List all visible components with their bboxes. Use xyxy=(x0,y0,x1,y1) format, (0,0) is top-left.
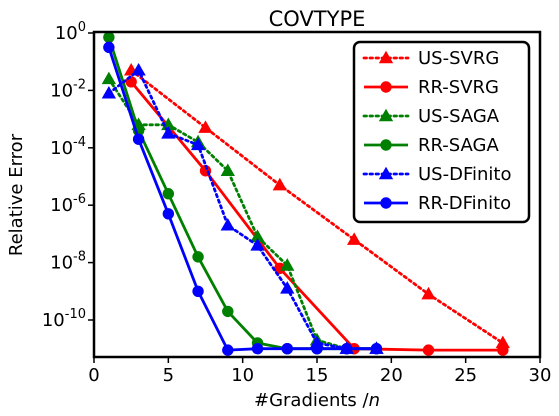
data-point xyxy=(421,286,436,300)
x-tick-label: 25 xyxy=(454,365,477,386)
legend-marker xyxy=(380,139,392,151)
data-point xyxy=(497,344,509,356)
y-tick-exponent: -6 xyxy=(73,192,86,207)
data-point xyxy=(220,163,235,176)
legend-label: RR-SAGA xyxy=(418,135,499,156)
series-line xyxy=(107,68,378,351)
series-line xyxy=(107,77,378,351)
x-axis-label-variable: n xyxy=(369,390,380,411)
data-point xyxy=(250,238,265,251)
data-point xyxy=(222,305,234,318)
legend-marker xyxy=(378,166,394,180)
series-rr-svrg xyxy=(125,76,509,356)
legend-marker xyxy=(380,197,392,209)
legend-entry-rr-dfinito: RR-DFinito xyxy=(364,193,511,214)
data-point xyxy=(347,232,362,245)
x-tick-label: 10 xyxy=(231,365,254,386)
data-point xyxy=(132,133,145,145)
legend-marker xyxy=(380,81,392,93)
data-point xyxy=(162,208,175,220)
y-tick-base: 10 xyxy=(55,23,78,44)
chart-title: COVTYPE xyxy=(269,7,366,31)
data-point xyxy=(192,285,204,297)
x-axis-label-text: #Gradients / xyxy=(254,390,370,411)
data-point xyxy=(103,41,115,54)
series-rr-dfinito xyxy=(103,41,383,356)
data-point xyxy=(280,258,295,271)
legend-label: RR-DFinito xyxy=(418,193,511,214)
legend-marker xyxy=(378,108,394,122)
legend-entry-rr-saga: RR-SAGA xyxy=(364,135,499,156)
data-point xyxy=(272,177,287,191)
data-point xyxy=(101,71,117,85)
legend-label: US-SAGA xyxy=(418,106,500,127)
legend-entry-us-dfinito: US-DFinito xyxy=(362,164,511,185)
y-tick-exponent: -8 xyxy=(73,250,86,265)
data-point xyxy=(101,85,117,99)
data-point xyxy=(198,120,213,133)
legend: US-SVRG RR-SVRG US-SAGA RR-SAGA US-DFinito RR… xyxy=(352,40,531,224)
data-point xyxy=(422,344,435,356)
y-tick-exponent: -2 xyxy=(73,77,86,92)
data-point xyxy=(251,343,264,355)
y-tick-label: 10-6 xyxy=(50,192,86,216)
x-axis-label: #Gradients /n xyxy=(254,390,380,411)
legend-entry-us-svrg: US-SVRG xyxy=(362,48,499,69)
y-tick-label: 100 xyxy=(55,20,86,44)
y-tick-label: 10-4 xyxy=(50,135,86,159)
series-line xyxy=(107,36,377,351)
legend-label: US-SVRG xyxy=(418,48,499,69)
y-tick-exponent: 0 xyxy=(78,20,86,35)
y-tick-exponent: -4 xyxy=(73,135,86,150)
data-point xyxy=(190,137,206,151)
legend-label: US-DFinito xyxy=(418,164,511,185)
data-point xyxy=(222,344,234,356)
y-tick-base: 10 xyxy=(50,138,73,159)
data-point xyxy=(281,343,293,355)
series-line xyxy=(130,80,503,352)
y-tick-base: 10 xyxy=(50,195,73,216)
x-tick-label: 15 xyxy=(306,365,329,386)
data-point xyxy=(103,31,115,44)
y-tick-base: 10 xyxy=(50,80,73,101)
x-tick-label: 30 xyxy=(529,365,552,386)
y-tick-base: 10 xyxy=(50,253,73,274)
x-tick-label: 20 xyxy=(380,365,403,386)
plot-lines xyxy=(101,31,510,356)
legend-label: RR-SVRG xyxy=(418,77,499,98)
data-point xyxy=(370,343,383,355)
y-axis-label: Relative Error xyxy=(6,133,27,256)
legend-marker xyxy=(378,50,394,64)
x-axis: 0 5 10 15 20 25 30 xyxy=(88,357,551,386)
data-point xyxy=(192,251,204,263)
data-point xyxy=(220,217,235,231)
data-point xyxy=(311,343,323,355)
data-point xyxy=(131,63,146,76)
y-tick-label: 10-2 xyxy=(50,77,86,101)
y-tick-base: 10 xyxy=(42,310,65,331)
series-line xyxy=(107,46,377,352)
series-us-dfinito xyxy=(101,63,384,354)
legend-entry-rr-svrg: RR-SVRG xyxy=(364,77,499,98)
data-point xyxy=(162,188,175,200)
x-tick-label: 5 xyxy=(163,365,174,386)
y-tick-label: 10-10 xyxy=(42,307,86,331)
legend-entry-us-saga: US-SAGA xyxy=(362,106,500,127)
data-point xyxy=(161,126,176,139)
x-tick-label: 0 xyxy=(88,365,99,386)
series-line xyxy=(129,68,505,345)
data-point xyxy=(280,281,295,294)
y-tick-label: 10-8 xyxy=(50,250,86,274)
y-tick-exponent: -10 xyxy=(65,307,86,322)
data-point xyxy=(341,343,353,355)
series-us-saga xyxy=(101,71,384,354)
